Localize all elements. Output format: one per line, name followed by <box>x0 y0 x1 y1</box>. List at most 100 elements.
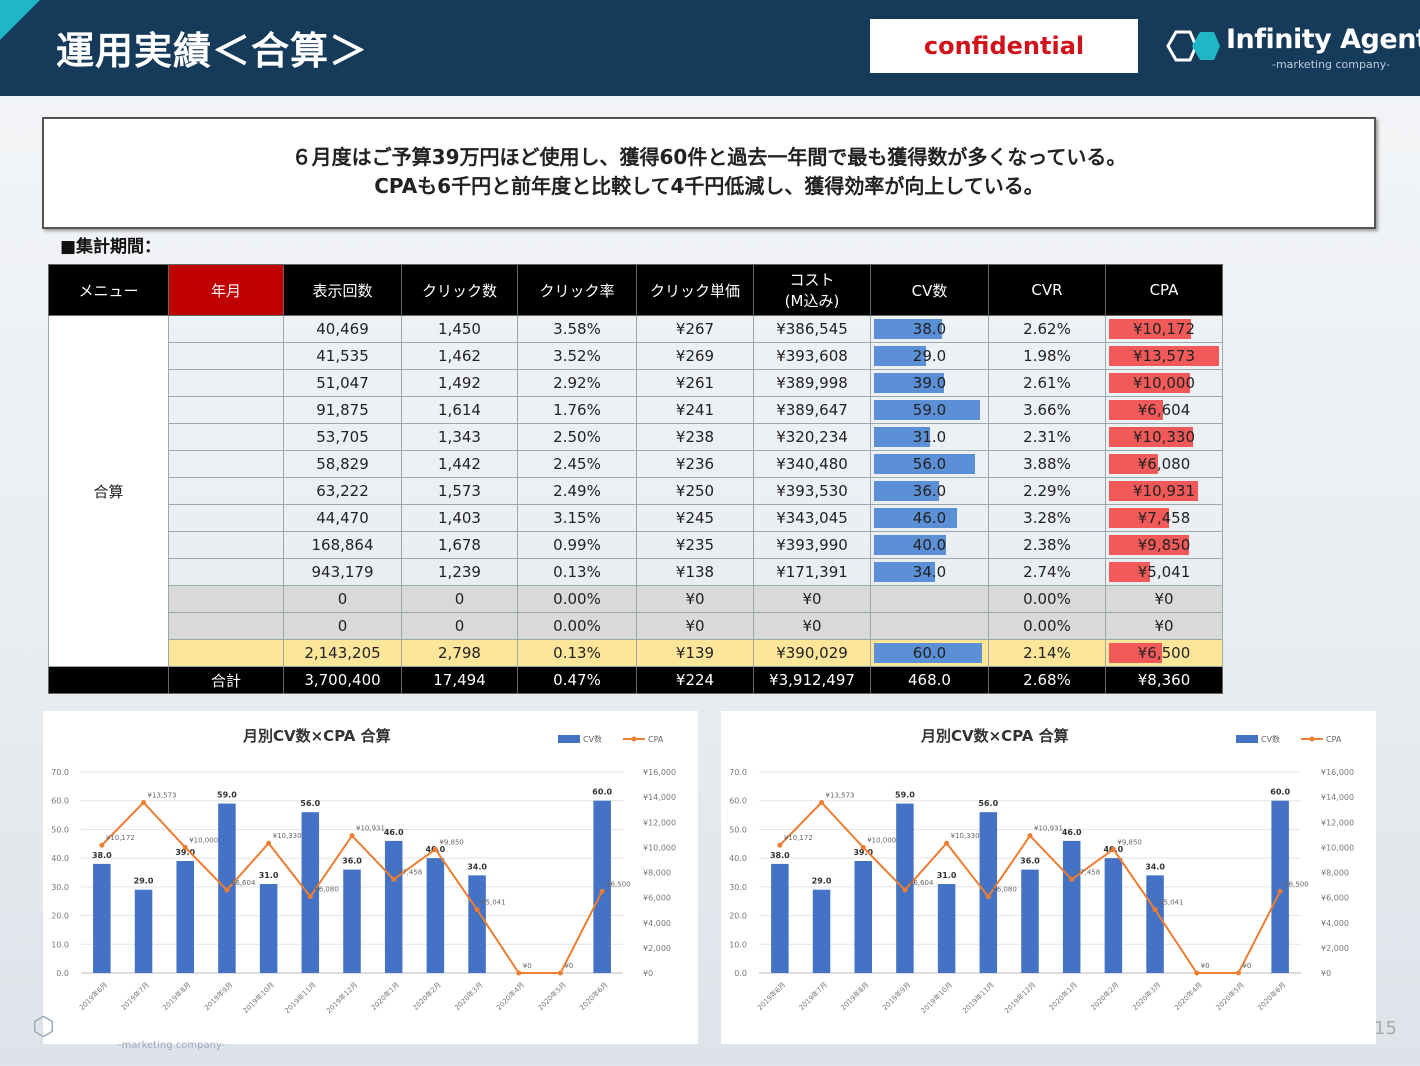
cv-data-label: 31.0 <box>937 871 957 880</box>
cpa-point <box>944 840 950 846</box>
y-tick-label: 60.0 <box>729 797 747 806</box>
cv-data-label: 60.0 <box>592 788 612 797</box>
table-header-2: 表示回数 <box>283 264 402 316</box>
cpa-data-label: ¥6,500 <box>1284 880 1309 888</box>
cost-cell: ¥320,234 <box>753 423 871 451</box>
ctr-cell: 0.99% <box>517 531 637 559</box>
cv-bar <box>937 883 956 973</box>
clicks-cell: 1,678 <box>401 531 518 559</box>
ctr-cell: 2.92% <box>517 369 637 397</box>
table-row: 51,047 1,492 2.92% ¥261 ¥389,998 39.0 2.61% ¥10… <box>49 369 1223 397</box>
cpa-databar <box>1109 454 1159 474</box>
table-header-0: メニュー <box>48 264 169 316</box>
x-tick-label: 2020年2月 <box>1089 980 1121 1012</box>
clicks-cell: 0 <box>401 585 518 613</box>
cv-cell: 38.0 <box>870 315 989 343</box>
table-row: 943,179 1,239 0.13% ¥138 ¥171,391 34.0 2.74% ¥5… <box>49 558 1223 586</box>
clicks-cell: 1,442 <box>401 450 518 478</box>
y2-tick-label: ¥16,000 <box>1321 768 1354 777</box>
cost-cell: ¥393,530 <box>753 477 871 505</box>
y2-tick-label: ¥4,000 <box>643 919 671 928</box>
clicks-cell: 1,492 <box>401 369 518 397</box>
imp-cell: 44,470 <box>283 504 402 532</box>
legend-label-cpa: CPA <box>1326 735 1342 744</box>
ctr-cell: 2.50% <box>517 423 637 451</box>
cpc-cell: ¥235 <box>636 531 754 559</box>
month-cell <box>168 315 284 343</box>
cv-bar <box>1062 840 1081 973</box>
x-tick-label: 2020年5月 <box>1214 980 1246 1012</box>
x-tick-label: 2019年9月 <box>202 980 234 1012</box>
table-row: 91,875 1,614 1.76% ¥241 ¥389,647 59.0 3.66% ¥6,… <box>49 396 1223 424</box>
cv-bar <box>1104 858 1123 973</box>
ctr-cell: 0.13% <box>517 558 637 586</box>
cpa-point <box>1069 876 1075 882</box>
y2-tick-label: ¥4,000 <box>1321 919 1349 928</box>
chart-title: 月別CV数×CPA 合算 <box>242 727 391 745</box>
imp-cell: 63,222 <box>283 477 402 505</box>
cv-data-label: 46.0 <box>384 828 404 837</box>
cpc-cell: ¥0 <box>636 612 754 640</box>
table-row: 2,143,205 2,798 0.13% ¥139 ¥390,029 60.0 2.14%… <box>49 639 1223 667</box>
cpa-data-label: ¥0 <box>523 962 532 970</box>
y-tick-label: 30.0 <box>51 883 69 892</box>
legend-swatch-cv <box>558 735 580 743</box>
header-bar: 運用実績＜合算＞ confidential Infinity Agent -ma… <box>0 0 1420 96</box>
clicks-cell: 1,462 <box>401 342 518 370</box>
cvr-cell: 0.00% <box>988 612 1106 640</box>
cpa-point <box>474 907 480 913</box>
cpa-databar <box>1109 535 1189 555</box>
cv-value: 46.0 <box>912 509 947 527</box>
cv-data-label: 59.0 <box>217 791 237 800</box>
imp-cell: 0 <box>283 612 402 640</box>
cpa-point <box>99 842 105 848</box>
total-cost-cell: ¥3,912,497 <box>753 666 871 694</box>
cpa-point <box>777 842 783 848</box>
total-ctr-cell: 0.47% <box>517 666 637 694</box>
menu-cell: 合算 <box>48 315 169 667</box>
cpc-cell: ¥238 <box>636 423 754 451</box>
x-tick-label: 2019年12月 <box>1002 980 1037 1015</box>
cpa-data-label: ¥0 <box>1242 962 1251 970</box>
y2-tick-label: ¥14,000 <box>643 793 676 802</box>
cpa-data-label: ¥5,041 <box>1159 899 1184 907</box>
table-row: 53,705 1,343 2.50% ¥238 ¥320,234 31.0 2.31% ¥10… <box>49 423 1223 451</box>
cv-bar <box>979 812 998 973</box>
cv-cell: 40.0 <box>870 531 989 559</box>
cv-value: 31.0 <box>912 428 947 446</box>
cpa-value: ¥6,500 <box>1137 644 1191 662</box>
ctr-cell: 2.45% <box>517 450 637 478</box>
cv-data-label: 56.0 <box>300 799 320 808</box>
cvr-cell: 3.88% <box>988 450 1106 478</box>
legend-marker-cpa <box>1309 736 1315 742</box>
imp-cell: 91,875 <box>283 396 402 424</box>
cpa-value: ¥13,573 <box>1132 347 1196 365</box>
cpa-point <box>1027 833 1033 839</box>
cv-bar <box>1021 869 1039 973</box>
cpa-data-label: ¥10,172 <box>784 834 813 842</box>
cpa-point <box>1152 907 1158 913</box>
cost-cell: ¥0 <box>753 585 871 613</box>
cv-bar <box>593 800 611 973</box>
cv-value: 60.0 <box>912 644 947 662</box>
footer-logo-icon: ⬡ <box>32 1012 55 1042</box>
cv-bar <box>812 889 831 973</box>
cv-bar <box>384 840 403 973</box>
chart-panel-left: 月別CV数×CPA 合算 CV数 CPA 0.0 10.0 20.0 30.0 40.0 50.… <box>43 711 698 1044</box>
table-header-5: クリック単価 <box>636 264 754 316</box>
y2-tick-label: ¥8,000 <box>643 869 671 878</box>
cv-bar <box>468 875 486 973</box>
table-header-4: クリック率 <box>517 264 637 316</box>
cv-value: 38.0 <box>912 320 947 338</box>
table-header-9: CPA <box>1105 264 1223 316</box>
cpa-data-label: ¥10,330 <box>951 832 980 840</box>
total-imp-cell: 3,700,400 <box>283 666 402 694</box>
x-tick-label: 2019年7月 <box>119 980 151 1012</box>
ctr-cell: 0.00% <box>517 585 637 613</box>
cpa-point <box>1110 846 1116 852</box>
y2-tick-label: ¥6,000 <box>1321 894 1349 903</box>
logo-tagline: -marketing company- <box>1272 58 1390 71</box>
month-cell <box>168 585 284 613</box>
cpc-cell: ¥267 <box>636 315 754 343</box>
x-tick-label: 2020年6月 <box>578 980 610 1012</box>
